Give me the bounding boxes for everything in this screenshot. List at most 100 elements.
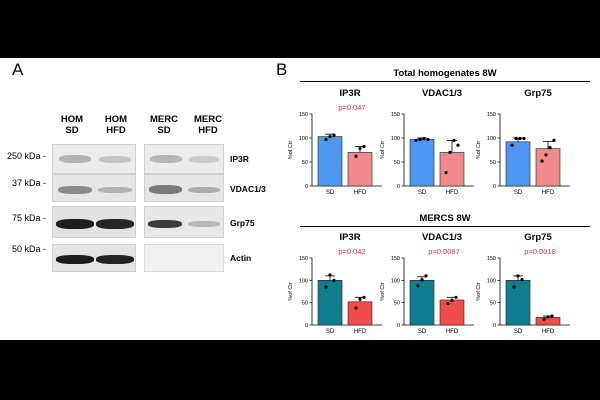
lane-label-line2: HFD: [106, 125, 126, 136]
protein-label-ip3r: IP3R: [230, 154, 249, 164]
y-tick-label: 150: [391, 256, 400, 262]
lane-label-line1: HOM: [60, 114, 84, 125]
blot-actin-merc: [144, 244, 224, 272]
lane-label-merc-sd: MERC SD: [144, 114, 184, 136]
data-point: [544, 153, 548, 157]
panel-b-letter: B: [276, 60, 288, 79]
chart-title-mercs-grp75: Grp75: [524, 232, 552, 243]
data-point: [454, 295, 458, 299]
protein-label-grp75: Grp75: [230, 218, 255, 228]
blot-vdac-merc: [144, 174, 224, 202]
data-point: [422, 136, 426, 141]
lane-label-line2: SD: [157, 125, 171, 136]
bar-sd: [317, 136, 343, 187]
data-point: [362, 295, 366, 299]
data-point: [324, 285, 328, 289]
y-tick-label: 0: [305, 184, 308, 190]
data-point: [518, 136, 522, 141]
bar-sd: [505, 280, 531, 326]
x-tick-label: SD: [326, 329, 335, 335]
data-point: [522, 136, 526, 141]
data-point: [328, 134, 332, 139]
x-tick-label: HFD: [446, 329, 459, 335]
y-tick-label: 0: [493, 184, 496, 190]
chart-title-total-ip3r: IP3R: [339, 88, 360, 99]
data-point: [510, 143, 514, 147]
data-point: [540, 159, 544, 163]
data-point: [444, 170, 448, 175]
y-tick-label: 100: [487, 136, 496, 142]
x-tick-label: SD: [326, 190, 335, 196]
data-point: [416, 284, 420, 288]
data-point: [514, 136, 518, 141]
band: [188, 187, 220, 193]
data-point: [324, 137, 328, 142]
y-tick-label: 50: [394, 160, 400, 166]
y-tick-label: 150: [487, 256, 496, 262]
chart-title-total-vdac13: VDAC1/3: [422, 88, 462, 99]
data-point: [552, 138, 556, 142]
data-point: [546, 315, 550, 319]
blot-ip3r-merc: [144, 144, 224, 174]
blot-ip3r-hom: [52, 144, 136, 174]
chart-title-mercs-vdac13: VDAC1/3: [422, 232, 462, 243]
lane-label-merc-hfd: MERC HFD: [188, 114, 228, 136]
x-tick-label: SD: [418, 329, 427, 335]
p-value-label: p=0.042: [338, 247, 365, 256]
group-rule-total: [300, 81, 590, 82]
y-tick-label: 50: [490, 160, 496, 166]
protein-label-vdac: VDAC1/3: [230, 184, 266, 194]
group-title-mercs: MERCS 8W: [419, 213, 471, 224]
lane-label-hom-hfd: HOM HFD: [96, 114, 136, 136]
band: [59, 155, 91, 163]
y-tick-label: 100: [299, 136, 308, 142]
y-axis-label: %of Ctr: [288, 282, 294, 301]
data-point: [542, 317, 546, 321]
lane-label-line1: MERC: [194, 114, 222, 125]
x-tick-label: HFD: [354, 329, 367, 335]
marker-250kda: 250 kDa -: [6, 151, 46, 161]
data-point: [332, 133, 336, 137]
bar-sd: [317, 280, 343, 326]
band: [99, 156, 131, 163]
x-tick-label: SD: [514, 190, 523, 196]
bar-hfd: [439, 299, 465, 326]
data-point: [456, 143, 460, 147]
data-point: [426, 137, 430, 142]
band: [148, 220, 182, 228]
y-tick-label: 50: [302, 160, 308, 166]
y-axis-label: %of Ctr: [288, 141, 294, 160]
y-axis-label: %of Ctr: [380, 141, 386, 160]
p-value-label: p=0.0087: [428, 247, 460, 256]
data-point: [354, 154, 358, 158]
y-tick-label: 100: [391, 136, 400, 142]
lane-label-line2: HFD: [198, 125, 218, 136]
band: [56, 219, 94, 229]
y-tick-label: 0: [397, 323, 400, 329]
bar-hfd: [439, 152, 465, 187]
data-point: [358, 297, 362, 301]
lane-label-hom-sd: HOM SD: [52, 114, 92, 136]
bar-sd: [409, 139, 435, 187]
data-point: [548, 146, 552, 150]
data-point: [420, 278, 424, 282]
y-tick-label: 150: [487, 112, 496, 118]
panel-a-letter: A: [12, 60, 24, 79]
band: [58, 186, 92, 194]
lane-label-line1: MERC: [150, 114, 178, 125]
data-point: [446, 301, 450, 306]
y-tick-label: 100: [391, 278, 400, 284]
data-point: [358, 146, 362, 151]
blot-actin-hom: [52, 244, 136, 272]
data-point: [414, 138, 418, 142]
x-tick-label: SD: [514, 329, 523, 335]
y-tick-label: 50: [490, 301, 496, 307]
data-point: [512, 285, 516, 289]
band: [188, 221, 220, 227]
data-point: [520, 277, 524, 282]
y-tick-label: 50: [302, 301, 308, 307]
bar-sd: [505, 141, 531, 187]
x-tick-label: HFD: [542, 329, 555, 335]
band: [96, 219, 134, 229]
x-tick-label: HFD: [354, 190, 367, 196]
